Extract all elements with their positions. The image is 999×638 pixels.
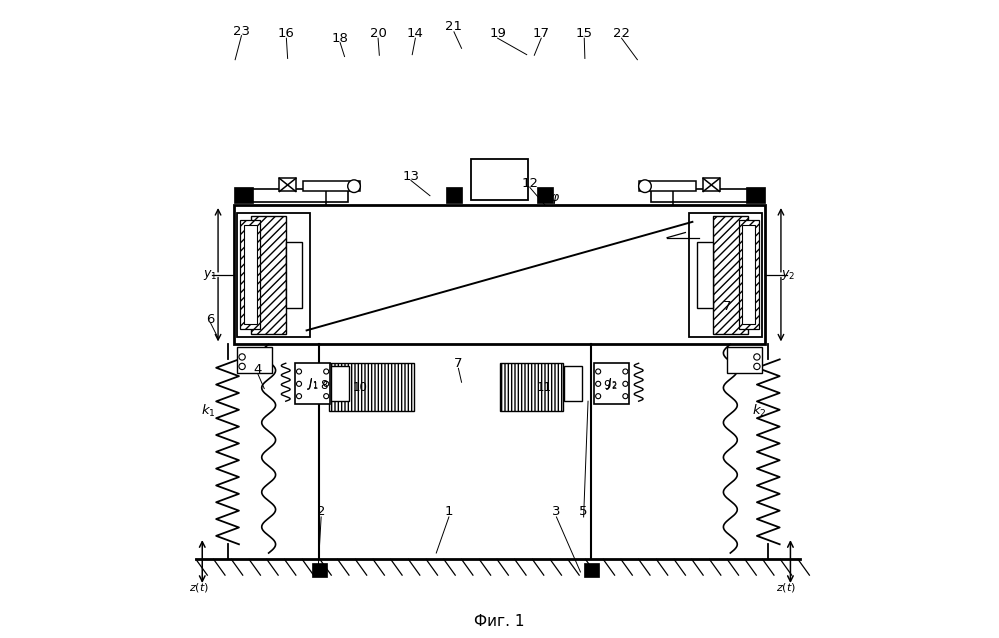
Bar: [564, 366, 581, 401]
Bar: [237, 212, 310, 337]
Bar: [738, 220, 759, 329]
Bar: [638, 181, 695, 191]
Text: 7: 7: [455, 357, 463, 370]
Bar: [713, 216, 748, 334]
Text: 21: 21: [446, 20, 463, 33]
Bar: [472, 159, 527, 200]
Text: 16: 16: [278, 27, 295, 40]
Bar: [332, 366, 349, 401]
Text: $\varphi$: $\varphi$: [550, 192, 560, 206]
Text: 20: 20: [370, 27, 387, 40]
Bar: [296, 363, 330, 404]
Bar: [244, 225, 257, 324]
Text: 15: 15: [575, 27, 592, 40]
Bar: [247, 189, 348, 202]
Text: $J_2$: $J_2$: [605, 376, 617, 392]
Text: 10: 10: [353, 381, 368, 394]
Bar: [689, 212, 762, 337]
Text: $z(t)$: $z(t)$: [189, 581, 209, 594]
Text: 2: 2: [317, 505, 326, 519]
Circle shape: [638, 180, 651, 193]
Text: Фиг. 1: Фиг. 1: [475, 614, 524, 629]
Bar: [240, 220, 261, 329]
Bar: [583, 563, 598, 577]
Bar: [312, 563, 327, 577]
Text: 18: 18: [332, 32, 349, 45]
Text: $z(t)$: $z(t)$: [776, 581, 796, 594]
Text: 7: 7: [723, 300, 731, 313]
Circle shape: [348, 180, 361, 193]
Text: 22: 22: [613, 27, 630, 40]
Text: 23: 23: [233, 25, 250, 38]
Text: 17: 17: [532, 27, 549, 40]
Bar: [703, 179, 719, 191]
Bar: [251, 216, 286, 334]
Text: 14: 14: [407, 27, 424, 40]
Text: 5: 5: [579, 505, 587, 519]
Text: $y_1$: $y_1$: [203, 268, 218, 282]
Bar: [234, 205, 765, 345]
Bar: [280, 179, 296, 191]
Text: 8: 8: [321, 379, 328, 392]
Text: 13: 13: [403, 170, 420, 183]
Bar: [234, 187, 253, 203]
Bar: [537, 187, 553, 203]
Bar: [500, 363, 562, 411]
Text: $k_2$: $k_2$: [751, 403, 766, 419]
Text: 1: 1: [445, 505, 454, 519]
Bar: [651, 189, 752, 202]
Bar: [329, 363, 415, 411]
Bar: [727, 348, 762, 373]
Bar: [446, 187, 462, 203]
Bar: [304, 181, 361, 191]
Bar: [286, 242, 302, 308]
Text: 12: 12: [521, 177, 538, 189]
Text: $k_1$: $k_1$: [201, 403, 216, 419]
Bar: [237, 348, 272, 373]
Text: 3: 3: [552, 505, 560, 519]
Text: $J_1$: $J_1$: [307, 376, 319, 392]
Text: 6: 6: [206, 313, 215, 325]
Bar: [742, 225, 755, 324]
Text: 4: 4: [254, 363, 262, 376]
Bar: [697, 242, 713, 308]
Text: 19: 19: [490, 27, 506, 40]
Text: 9: 9: [603, 379, 610, 392]
Text: 11: 11: [536, 381, 551, 394]
Bar: [594, 363, 629, 404]
Text: $J_1$: $J_1$: [307, 377, 319, 391]
Bar: [746, 187, 765, 203]
Text: $J_2$: $J_2$: [606, 377, 617, 391]
Text: $y_2$: $y_2$: [781, 268, 795, 282]
